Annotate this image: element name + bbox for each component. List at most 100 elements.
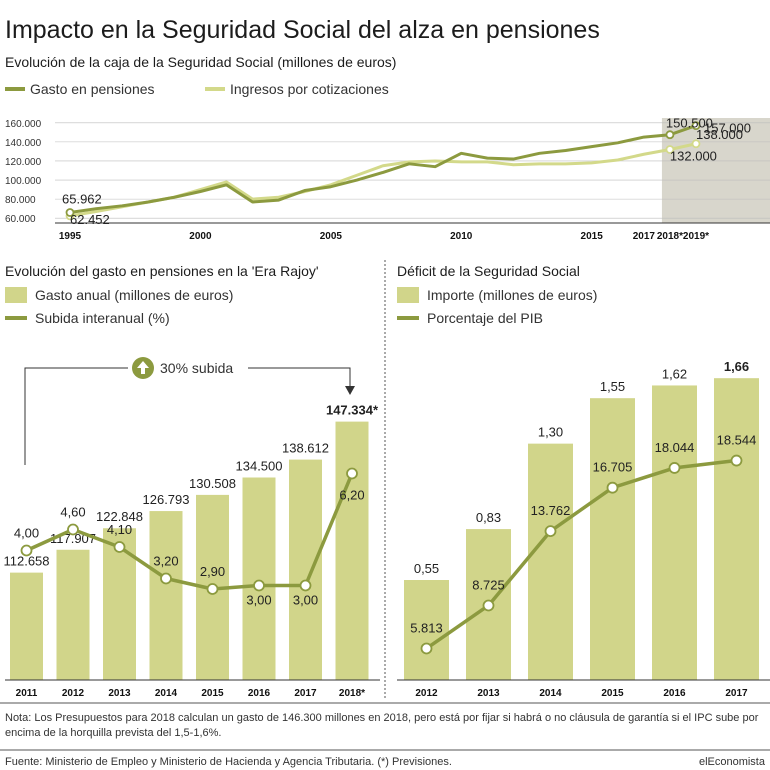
top-point-marker — [665, 145, 675, 154]
x-tick-label: 2016 — [663, 688, 686, 699]
line-value-label: 4,10 — [107, 522, 132, 537]
bar-value-label: 0,55 — [414, 561, 439, 576]
top-x-tick-label: 1995 — [59, 231, 82, 242]
line-value-label: 4,60 — [60, 505, 85, 520]
line-point-marker — [730, 454, 743, 467]
top-point-marker — [691, 139, 701, 149]
line-point-marker — [113, 541, 126, 553]
top-annotation-label: 65.962 — [62, 192, 102, 207]
x-tick-label: 2017 — [725, 688, 748, 699]
line-point-marker — [668, 462, 681, 474]
top-x-tick-label: 2017 — [633, 231, 656, 242]
legend-label-subida: Subida interanual (%) — [35, 310, 170, 326]
series-line — [425, 458, 737, 650]
line-point-marker — [20, 544, 33, 557]
line-point-marker — [299, 579, 312, 592]
right-legend: Importe (millones de euros) Porcentaje d… — [397, 287, 597, 326]
top-x-tick-label: 2005 — [320, 231, 343, 242]
top-y-tick-label: 60.000 — [5, 214, 36, 225]
line-point-marker — [346, 467, 358, 480]
top-chart: Evolución de la caja de la Seguridad Soc… — [5, 54, 770, 242]
top-y-tick-labels: 160.000 140.000 120.000 100.000 80.000 60.000 — [5, 119, 42, 225]
right-line-series: 5.813 8.725 13.762 16.705 18.044 18.544 — [410, 433, 757, 655]
top-annotation-label: 157.000 — [704, 121, 751, 136]
line-value-label: 18.044 — [655, 440, 695, 455]
callout-label: 30% subida — [160, 360, 233, 376]
top-y-tick-label: 140.000 — [5, 138, 42, 149]
left-x-tick-labels: 2011 2012 2013 2014 2015 2016 2017 2018* — [16, 688, 366, 699]
legend-label-pib: Porcentaje del PIB — [427, 310, 543, 326]
series-line — [25, 472, 354, 591]
bar-value-label: 1,55 — [600, 379, 625, 394]
legend-swatch-importe — [397, 287, 419, 303]
top-annotation-label: 150.500 — [666, 116, 713, 131]
line-value-label: 13.762 — [531, 503, 571, 518]
top-point-marker — [691, 121, 701, 131]
x-tick-label: 2018* — [339, 688, 365, 699]
bar — [590, 398, 635, 680]
bar-value-label: 1,62 — [662, 366, 687, 381]
bar — [56, 549, 90, 680]
top-series-lines — [65, 121, 701, 221]
bar-value-label: 122.848 — [96, 509, 143, 524]
bar-value-label: 138.612 — [282, 441, 329, 456]
top-y-tick-label: 100.000 — [5, 176, 42, 187]
deficit-chart: Déficit de la Seguridad Social Importe (… — [397, 263, 770, 699]
bar — [335, 421, 369, 680]
line-value-label: 3,00 — [246, 593, 271, 608]
bar-value-label: 0,83 — [476, 510, 501, 525]
left-line-series: 4,00 4,60 4,10 3,20 2,90 3,00 3,00 6,20 — [14, 467, 365, 608]
top-x-tick-labels: 1995 2000 2005 2010 2015 2017 2018* 2019* — [59, 231, 709, 242]
bar — [10, 572, 43, 680]
top-chart-title: Evolución de la caja de la Seguridad Soc… — [5, 54, 396, 70]
top-x-tick-label: 2019* — [683, 231, 709, 242]
note-line-1: Nota: Los Presupuestos para 2018 calcula… — [5, 712, 759, 724]
line-value-label: 3,20 — [153, 554, 178, 569]
bar — [242, 477, 276, 680]
top-x-tick-label: 2000 — [189, 231, 212, 242]
top-x-tick-label: 2018* — [657, 231, 683, 242]
legend-label-ingresos: Ingresos por cotizaciones — [230, 81, 389, 97]
top-gridlines — [55, 122, 770, 219]
x-tick-label: 2012 — [62, 688, 85, 699]
line-point-marker — [67, 523, 79, 536]
top-x-tick-label: 2015 — [581, 231, 604, 242]
x-tick-label: 2013 — [477, 688, 500, 699]
top-point-marker — [665, 130, 675, 140]
x-tick-label: 2011 — [16, 688, 38, 699]
x-tick-label: 2012 — [415, 688, 438, 699]
line-point-marker — [253, 579, 265, 592]
left-legend: Gasto anual (millones de euros) Subida i… — [5, 287, 233, 326]
top-x-tick-label: 2010 — [450, 231, 473, 242]
increase-callout: 30% subida — [24, 356, 355, 465]
top-annotation-label: 138.000 — [696, 127, 743, 142]
right-x-tick-labels: 2012 2013 2014 2015 2016 2017 — [415, 688, 748, 699]
line-point-marker — [606, 481, 619, 494]
bar-value-label: 112.658 — [3, 554, 49, 569]
x-tick-label: 2016 — [248, 688, 271, 699]
right-chart-title: Déficit de la Seguridad Social — [397, 263, 580, 279]
line-point-marker — [206, 583, 219, 595]
top-annotation-label: 132.000 — [670, 149, 717, 164]
note-line-2: encima de la horquilla prevista del 1,5-… — [5, 727, 221, 739]
bar-value-label: 130.508 — [189, 476, 236, 491]
legend-label-gasto: Gasto en pensiones — [30, 81, 155, 97]
up-arrow-glyph — [137, 361, 149, 374]
brand-logo: elEconomista — [699, 756, 766, 768]
bar-value-label: 147.334* — [326, 403, 379, 418]
gasto-line — [69, 124, 697, 215]
left-chart-title: Evolución del gasto en pensiones en la '… — [5, 263, 319, 279]
top-point-marker — [65, 208, 75, 217]
legend-label-importe: Importe (millones de euros) — [427, 287, 597, 303]
bar — [528, 443, 573, 680]
line-value-label: 18.544 — [717, 433, 757, 448]
forecast-shade — [661, 118, 770, 223]
x-tick-label: 2014 — [539, 688, 562, 699]
line-point-marker — [160, 572, 172, 585]
legend-swatch-gasto-anual — [5, 287, 27, 303]
bar-value-label: 1,30 — [538, 425, 563, 440]
top-y-tick-label: 80.000 — [5, 195, 36, 206]
left-bars: 112.658117.907122.848126.793130.508134.5… — [3, 403, 379, 680]
